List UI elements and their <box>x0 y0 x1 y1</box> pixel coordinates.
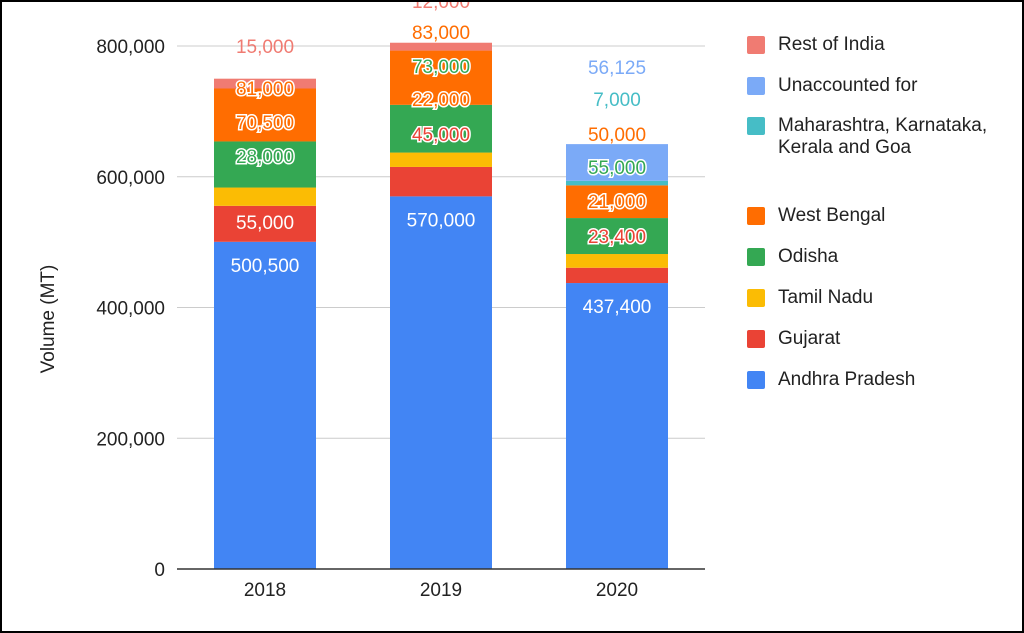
data-label: 28,000 <box>236 147 294 168</box>
x-tick-label: 2020 <box>596 580 638 601</box>
data-label: 15,000 <box>236 37 294 58</box>
y-axis-title: Volume (MT) <box>38 264 59 374</box>
legend-label: Rest of India <box>778 34 885 55</box>
bar-segment <box>390 166 492 197</box>
bar-segment <box>566 267 668 284</box>
data-label: 437,400 <box>583 297 652 318</box>
axes: 0 200,000 400,000 600,000 800,000 2018 2019 202… <box>96 37 705 601</box>
legend-label: Gujarat <box>778 328 841 349</box>
bar-segment <box>390 196 492 570</box>
data-label: 570,000 <box>407 210 476 231</box>
y-tick-label: 200,000 <box>96 429 165 450</box>
bar-segment <box>390 152 492 167</box>
bar-segment <box>390 50 492 105</box>
data-label: 45,000 <box>412 125 470 146</box>
legend-swatch <box>747 36 765 54</box>
bar-segment <box>214 78 316 89</box>
data-label: 22,000 <box>412 90 470 111</box>
legend-item: Odisha <box>747 246 1008 268</box>
bar-segment <box>214 241 316 569</box>
y-tick-label: 0 <box>154 560 165 581</box>
data-labels: 500,500 570,000 437,400 55,000 28,000 70,500 8… <box>231 2 652 318</box>
data-label: 55,000 <box>588 158 646 179</box>
legend-item: Rest of India <box>747 34 1008 56</box>
legend-label: Andhra Pradesh <box>778 369 916 390</box>
bar-segment <box>566 218 668 255</box>
data-label: 7,000 <box>593 90 641 111</box>
legend-item: Tamil Nadu <box>747 287 1008 309</box>
legend-item: Gujarat <box>747 328 1008 350</box>
bar-segment <box>214 88 316 142</box>
legend-swatch <box>747 248 765 266</box>
legend-swatch <box>747 289 765 307</box>
data-label: 21,000 <box>588 192 646 213</box>
bar-segment <box>214 141 316 188</box>
bar-segment <box>390 104 492 153</box>
legend-label: Tamil Nadu <box>778 287 874 308</box>
x-tick-label: 2019 <box>420 580 462 601</box>
legend-swatch <box>747 117 765 135</box>
y-tick-label: 400,000 <box>96 299 165 320</box>
bar-segment <box>566 283 668 569</box>
bars <box>214 42 668 570</box>
bar-segment <box>566 144 668 181</box>
legend-swatch <box>747 330 765 348</box>
legend-item: Maharashtra, Karnataka, Kerala and Goa <box>747 115 1008 159</box>
legend-swatch <box>747 371 765 389</box>
data-label: 56,125 <box>588 58 646 79</box>
bar-segment <box>566 185 668 219</box>
legend-item: West Bengal <box>747 205 1008 227</box>
bar-segment <box>214 205 316 242</box>
legend-label: Unaccounted for <box>778 75 918 96</box>
legend-swatch <box>747 207 765 225</box>
legend-label: Maharashtra, Karnataka, Kerala and Goa <box>778 115 988 158</box>
bar-segment <box>566 254 668 268</box>
bar-segment <box>390 42 492 51</box>
data-label: 83,000 <box>412 23 470 44</box>
data-label: 23,400 <box>588 227 646 248</box>
data-label: 12,000 <box>412 2 470 13</box>
y-tick-label: 600,000 <box>96 168 165 189</box>
y-tick-label: 800,000 <box>96 37 165 58</box>
x-tick-label: 2018 <box>244 580 286 601</box>
legend-item: Andhra Pradesh <box>747 369 1008 391</box>
legend-item: Unaccounted for <box>747 75 1008 97</box>
bar-segment <box>214 187 316 206</box>
data-label: 81,000 <box>236 79 294 100</box>
data-label: 73,000 <box>412 57 470 78</box>
bar-segment <box>566 180 668 186</box>
legend-label: Odisha <box>778 246 839 267</box>
data-label: 55,000 <box>236 213 294 234</box>
data-label: 50,000 <box>588 125 646 146</box>
legend-label: West Bengal <box>778 205 886 226</box>
data-label: 70,500 <box>236 113 294 134</box>
data-label: 500,500 <box>231 256 300 277</box>
legend-swatch <box>747 77 765 95</box>
